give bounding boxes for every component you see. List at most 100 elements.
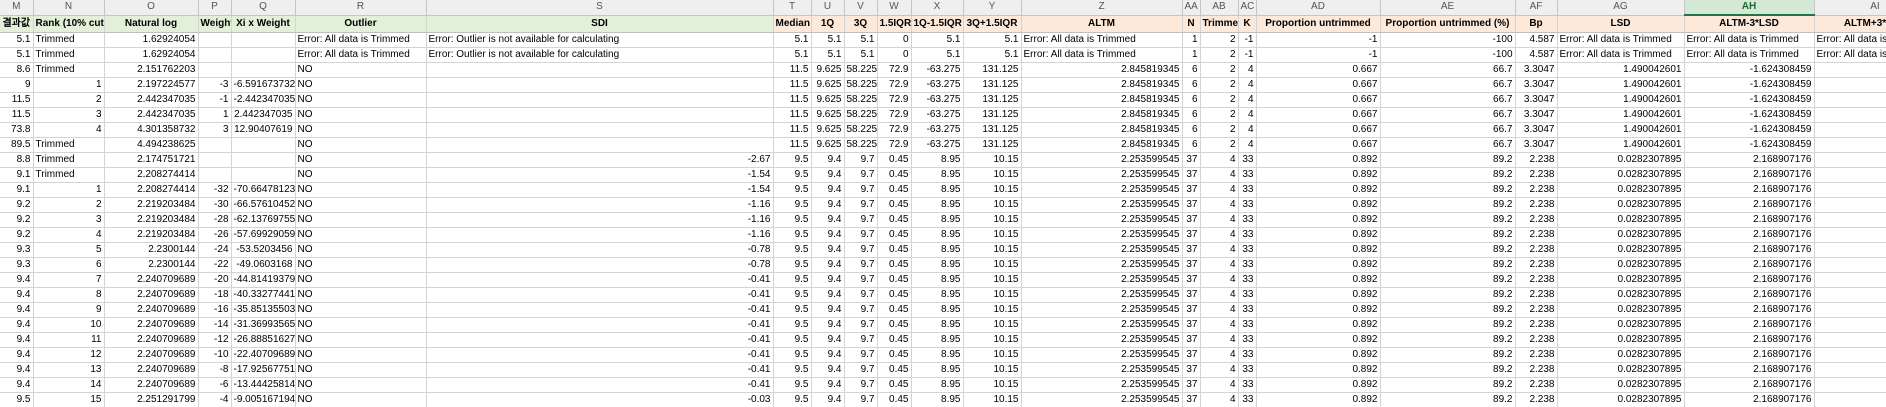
cell[interactable]: 11.5 xyxy=(773,122,812,138)
cell[interactable]: 0.0282307895 xyxy=(1557,182,1685,198)
cell[interactable]: Error: All data is Trimmed xyxy=(1814,47,1886,63)
cell[interactable]: 2.168907176 xyxy=(1684,257,1815,273)
cell[interactable]: -2.67 xyxy=(426,152,774,168)
cell[interactable]: 9.5 xyxy=(773,227,812,243)
cell[interactable]: Trimmed xyxy=(33,152,105,168)
cell[interactable]: 3 xyxy=(33,212,105,228)
cell[interactable]: NO xyxy=(295,77,427,93)
cell[interactable]: 0.667 xyxy=(1256,77,1381,93)
cell[interactable]: 9.7 xyxy=(844,287,878,303)
cell[interactable]: 9.5 xyxy=(773,167,812,183)
cell[interactable]: 8.95 xyxy=(911,302,964,318)
cell[interactable]: 9.5 xyxy=(773,392,812,407)
cell[interactable]: -1.624308459 xyxy=(1684,107,1815,123)
cell[interactable]: 1.490042601 xyxy=(1557,137,1685,153)
cell[interactable]: -63.275 xyxy=(911,107,964,123)
cell[interactable]: 2.240709689 xyxy=(104,272,199,288)
cell[interactable]: 0.667 xyxy=(1256,122,1381,138)
cell[interactable]: -62.13769755 xyxy=(231,212,296,228)
cell[interactable]: 8.95 xyxy=(911,242,964,258)
cell[interactable]: 2.168907176 xyxy=(1684,182,1815,198)
cell[interactable]: 10.15 xyxy=(963,272,1022,288)
cell[interactable]: 2.240709689 xyxy=(104,332,199,348)
cell[interactable]: 0.0282307895 xyxy=(1557,212,1685,228)
cell[interactable]: 37 xyxy=(1182,257,1201,273)
cell[interactable]: -1.624308459 xyxy=(1684,122,1815,138)
cell[interactable]: -1 xyxy=(1238,47,1257,63)
cell[interactable]: 11.5 xyxy=(773,107,812,123)
cell[interactable]: Error: All data is Trimmed xyxy=(1814,32,1886,48)
cell[interactable]: 0.45 xyxy=(877,332,912,348)
cell[interactable]: NO xyxy=(295,62,427,78)
cell[interactable]: -0.41 xyxy=(426,347,774,363)
cell[interactable]: 11.5 xyxy=(0,92,34,108)
cell[interactable]: 4 xyxy=(1200,182,1239,198)
cell[interactable]: 2.174751721 xyxy=(104,152,199,168)
cell[interactable]: 89.2 xyxy=(1380,212,1516,228)
cell[interactable]: 3.3047 xyxy=(1515,62,1558,78)
cell[interactable]: 89.2 xyxy=(1380,362,1516,378)
cell[interactable]: 2.33829 xyxy=(1814,272,1886,288)
cell[interactable]: 9.5 xyxy=(773,362,812,378)
cell[interactable]: 2.238 xyxy=(1515,317,1558,333)
cell[interactable]: 2.240709689 xyxy=(104,362,199,378)
cell[interactable]: -0.41 xyxy=(426,287,774,303)
cell[interactable]: 9.625 xyxy=(811,92,845,108)
cell[interactable]: 89.2 xyxy=(1380,302,1516,318)
cell[interactable]: 0.45 xyxy=(877,362,912,378)
cell[interactable]: 9.5 xyxy=(773,182,812,198)
cell[interactable]: 8.95 xyxy=(911,212,964,228)
cell[interactable]: 1 xyxy=(198,107,232,123)
column-letter-m[interactable]: M xyxy=(0,0,34,16)
cell[interactable]: 33 xyxy=(1238,272,1257,288)
cell[interactable]: 8.95 xyxy=(911,392,964,407)
cell[interactable]: -3 xyxy=(198,77,232,93)
cell[interactable]: 0.45 xyxy=(877,227,912,243)
cell[interactable]: 9.3 xyxy=(0,257,34,273)
cell[interactable]: 9.4 xyxy=(811,377,845,393)
cell[interactable]: 2.168907176 xyxy=(1684,317,1815,333)
cell[interactable]: NO xyxy=(295,182,427,198)
cell[interactable]: 9.5 xyxy=(773,212,812,228)
column-letter-u[interactable]: U xyxy=(811,0,845,16)
cell[interactable]: 72.9 xyxy=(877,62,912,78)
cell[interactable]: 10.15 xyxy=(963,257,1022,273)
cell[interactable]: 2.240709689 xyxy=(104,347,199,363)
cell[interactable]: 0.45 xyxy=(877,347,912,363)
header-cell[interactable]: N xyxy=(1182,15,1201,33)
cell[interactable]: 5.1 xyxy=(811,32,845,48)
header-cell[interactable]: Proportion untrimmed xyxy=(1256,15,1381,33)
cell[interactable]: 33 xyxy=(1238,317,1257,333)
cell[interactable]: 10.15 xyxy=(963,242,1022,258)
cell[interactable]: Trimmed xyxy=(33,47,105,63)
cell[interactable]: 2.253599545 xyxy=(1021,197,1183,213)
cell[interactable]: 9.5 xyxy=(773,152,812,168)
cell[interactable]: 4.587 xyxy=(1515,47,1558,63)
cell[interactable]: 9.5 xyxy=(773,272,812,288)
cell[interactable]: 10.15 xyxy=(963,197,1022,213)
cell[interactable]: 66.7 xyxy=(1380,92,1516,108)
cell[interactable]: 8.95 xyxy=(911,377,964,393)
header-cell[interactable]: Outlier xyxy=(295,15,427,33)
header-cell[interactable]: Natural log xyxy=(104,15,199,33)
cell[interactable]: -2.442347035 xyxy=(231,92,296,108)
cell[interactable]: 2 xyxy=(1200,77,1239,93)
cell[interactable]: 7.31594 xyxy=(1814,122,1886,138)
cell[interactable]: 0.0282307895 xyxy=(1557,392,1685,407)
cell[interactable]: 9.4 xyxy=(0,377,34,393)
cell[interactable] xyxy=(231,62,296,78)
cell[interactable]: -0.41 xyxy=(426,362,774,378)
cell[interactable]: 2.151762203 xyxy=(104,62,199,78)
cell[interactable]: 3.3047 xyxy=(1515,107,1558,123)
cell[interactable]: 37 xyxy=(1182,347,1201,363)
cell[interactable]: Error: All data is Trimmed xyxy=(1684,32,1815,48)
cell[interactable]: 2.168907176 xyxy=(1684,332,1815,348)
cell[interactable]: 2.253599545 xyxy=(1021,332,1183,348)
cell[interactable]: 5.1 xyxy=(844,32,878,48)
cell[interactable]: 0.0282307895 xyxy=(1557,152,1685,168)
cell[interactable]: 9.5 xyxy=(773,257,812,273)
cell[interactable]: 9.4 xyxy=(811,317,845,333)
cell[interactable]: 4 xyxy=(1200,152,1239,168)
cell[interactable]: 9.7 xyxy=(844,197,878,213)
cell[interactable]: 2.33829 xyxy=(1814,362,1886,378)
